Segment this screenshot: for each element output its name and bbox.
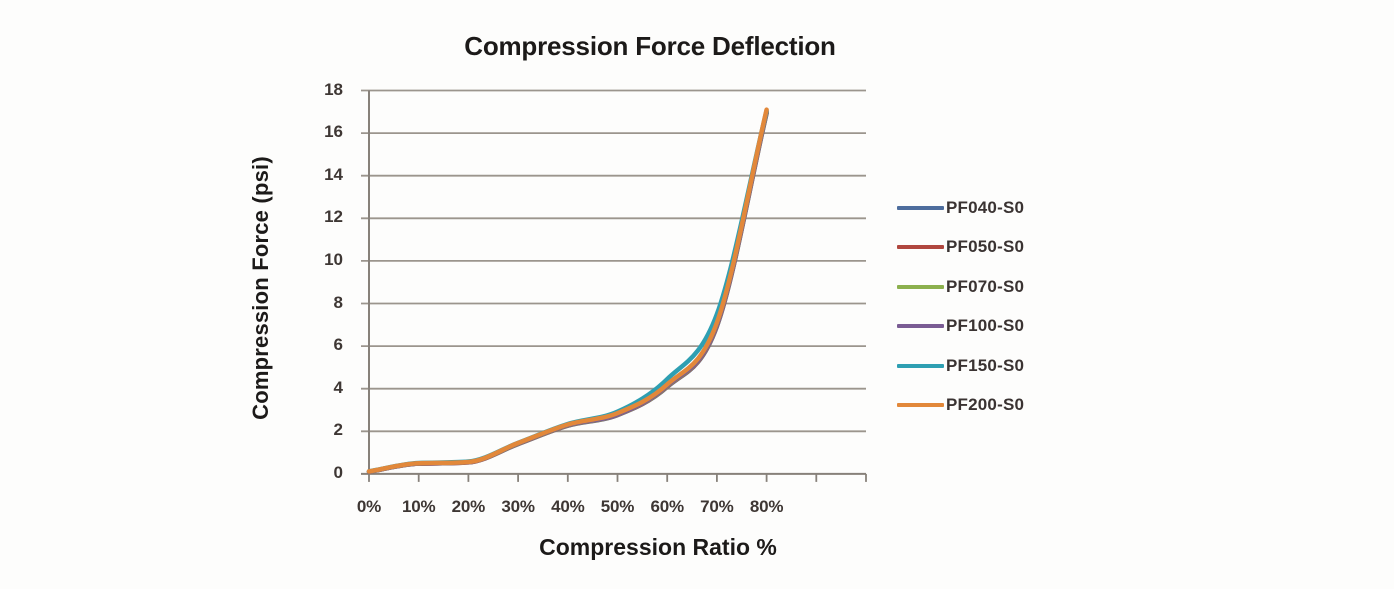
legend-label: PF040-S0	[946, 197, 1025, 217]
legend: PF040-S0 PF050-S0 PF070-S0 PF100-S0 PF15…	[897, 188, 1024, 425]
x-tick-label: 50%	[600, 497, 635, 516]
y-tick-label: 0	[333, 462, 343, 482]
legend-line-swatch	[897, 324, 944, 329]
x-tick-label: 70%	[700, 497, 734, 516]
legend-line-swatch	[897, 403, 944, 408]
x-tick-label: 0%	[356, 497, 382, 516]
x-tick-label: 60%	[650, 497, 684, 516]
legend-item: PF070-S0	[897, 267, 1024, 307]
legend-line-swatch	[897, 205, 944, 210]
legend-label: PF070-S0	[946, 276, 1025, 296]
chart-title: Compression Force Deflection	[464, 31, 836, 61]
legend-item: PF150-S0	[897, 346, 1024, 386]
legend-item: PF100-S0	[897, 307, 1024, 347]
y-tick-label: 8	[333, 292, 343, 312]
y-tick-label: 18	[324, 79, 343, 99]
legend-item: PF200-S0	[897, 386, 1024, 426]
y-tick-label: 6	[333, 335, 343, 355]
legend-item: PF040-S0	[897, 188, 1024, 228]
legend-label: PF150-S0	[946, 355, 1025, 375]
legend-line-swatch	[897, 284, 944, 289]
x-tick-label: 80%	[749, 497, 784, 516]
x-tick-label: 40%	[551, 497, 585, 516]
y-tick-label: 10	[324, 249, 343, 269]
y-tick-label: 2	[333, 420, 343, 440]
x-axis-title: Compression Ratio %	[539, 534, 777, 560]
x-tick-label: 30%	[501, 497, 535, 516]
legend-label: PF100-S0	[946, 316, 1025, 336]
y-tick-label: 14	[324, 164, 343, 184]
legend-line-swatch	[897, 363, 944, 368]
legend-label: PF200-S0	[946, 395, 1025, 415]
y-tick-label: 4	[333, 377, 343, 397]
y-tick-label: 12	[324, 207, 343, 227]
legend-line-swatch	[897, 245, 944, 250]
x-tick-label: 20%	[451, 497, 486, 516]
y-axis-title: Compression Force (psi)	[248, 156, 273, 420]
legend-label: PF050-S0	[946, 237, 1025, 257]
x-tick-label: 10%	[401, 497, 436, 516]
legend-item: PF050-S0	[897, 228, 1024, 268]
y-tick-label: 16	[324, 122, 343, 142]
